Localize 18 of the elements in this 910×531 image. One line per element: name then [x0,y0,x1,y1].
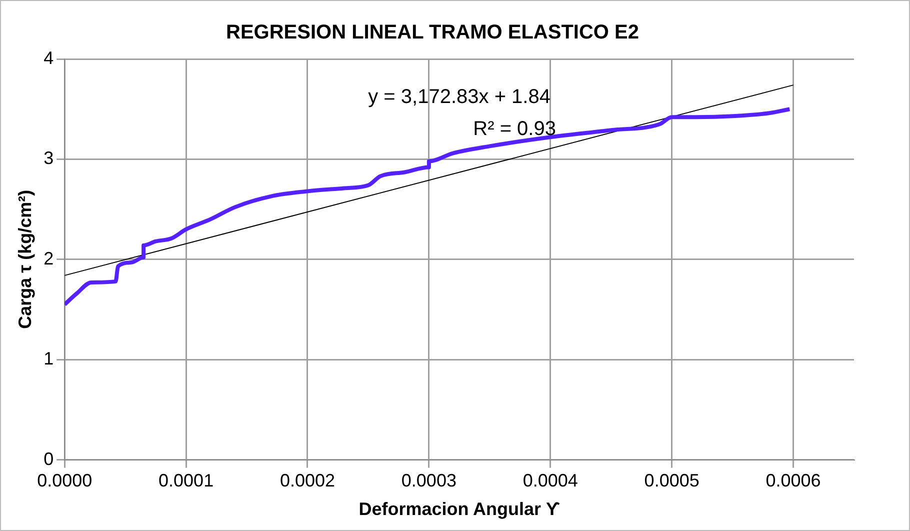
x-tick-label: 0.0004 [522,470,578,491]
chart-title: REGRESION LINEAL TRAMO ELASTICO E2 [226,22,639,44]
y-tick-label: 0 [44,448,54,469]
x-axis-title: Deformacion Angular ϒ [358,499,560,520]
y-tick-label: 4 [44,48,54,68]
x-tick-label: 0.0000 [37,470,92,491]
y-tick-label: 2 [44,248,54,268]
annotation: R² = 0.93 [473,118,556,140]
x-tick-label: 0.0001 [158,470,214,491]
x-tick-label: 0.0002 [280,470,336,491]
line-series [64,107,792,306]
y-tick-label: 3 [44,148,54,168]
y-axis-title: Carga τ (kg/cm²) [14,190,35,329]
x-tick-label: 0.0006 [766,470,821,491]
annotation: y = 3,172.83x + 1.84 [368,86,550,108]
y-tick-label: 1 [44,348,54,369]
x-tick-label: 0.0003 [401,470,456,491]
x-tick-label: 0.0005 [644,470,700,491]
